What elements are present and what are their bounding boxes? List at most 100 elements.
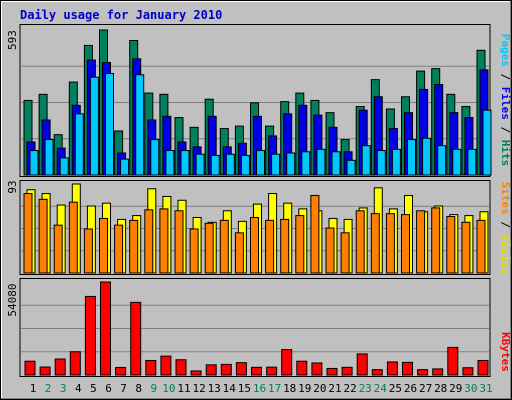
bar-pages-day-17 (271, 153, 281, 176)
x-tick-label-day-19: 19 (298, 382, 311, 395)
x-tick-label-day-22: 22 (343, 382, 356, 395)
bar-pages-day-23 (361, 145, 371, 176)
bar-kbytes-day-1 (24, 360, 36, 376)
bar-sites-day-23 (355, 210, 365, 274)
bar-sites-day-11 (174, 210, 184, 274)
bar-sites-day-9 (144, 209, 154, 274)
legend-visits: Visits (499, 235, 512, 275)
hits-ymax-label: 593 (6, 30, 19, 50)
legend-hits: Hits (499, 140, 512, 167)
bar-kbytes-day-11 (175, 359, 187, 376)
bar-pages-day-31 (482, 109, 492, 176)
x-tick-label-day-5: 5 (90, 382, 97, 395)
bar-kbytes-day-6 (100, 281, 111, 376)
bar-kbytes-day-19 (296, 360, 308, 376)
bar-kbytes-day-25 (386, 361, 398, 376)
bar-kbytes-day-24 (371, 369, 383, 376)
x-tick-label-day-20: 20 (313, 382, 326, 395)
bar-pages-day-7 (120, 158, 130, 176)
bar-pages-day-14 (225, 153, 235, 176)
legend-sep-1: / (499, 67, 512, 87)
bar-sites-day-4 (68, 201, 78, 274)
bar-sites-day-16 (250, 216, 259, 274)
legend-sep-3: / (499, 215, 512, 235)
x-tick-label-day-16: 16 (253, 382, 266, 395)
bar-pages-day-24 (376, 150, 386, 176)
bar-pages-day-4 (74, 113, 84, 176)
bar-kbytes-day-5 (84, 295, 96, 376)
x-tick-label-day-13: 13 (208, 382, 221, 395)
legend-kbytes: KBytes (499, 332, 512, 372)
x-tick-label-day-8: 8 (135, 382, 142, 395)
bar-pages-day-10 (165, 150, 175, 176)
bar-pages-day-27 (422, 137, 432, 176)
bar-kbytes-day-4 (69, 351, 81, 376)
bar-kbytes-day-10 (160, 355, 172, 376)
bar-pages-day-9 (150, 139, 160, 176)
bar-sites-day-22 (340, 232, 350, 274)
bar-kbytes-day-29 (447, 346, 459, 376)
bar-pages-day-11 (180, 150, 190, 176)
bar-pages-day-30 (467, 148, 477, 176)
bar-kbytes-day-12 (190, 370, 202, 376)
bar-kbytes-day-31 (477, 359, 489, 376)
bar-kbytes-day-22 (341, 366, 353, 376)
bar-pages-day-25 (391, 148, 401, 176)
bar-sites-day-26 (401, 214, 410, 274)
bar-pages-day-5 (89, 76, 99, 176)
bar-kbytes-day-18 (281, 349, 293, 376)
bar-sites-day-10 (159, 208, 169, 274)
bar-sites-day-5 (83, 228, 93, 274)
x-tick-label-day-6: 6 (105, 382, 112, 395)
bar-pages-day-2 (44, 139, 54, 176)
bar-pages-day-8 (135, 74, 145, 176)
bar-kbytes-day-9 (145, 359, 157, 376)
x-tick-label-day-10: 10 (162, 382, 175, 395)
legend-sep-2: / (499, 120, 512, 140)
bar-pages-day-20 (316, 148, 326, 176)
bar-sites-day-19 (295, 215, 305, 274)
bars-layer (23, 29, 492, 376)
x-tick-label-day-4: 4 (75, 382, 82, 395)
bar-kbytes-day-20 (311, 362, 323, 376)
visits-panel-legend: Sites / Visits (499, 182, 512, 275)
bar-sites-day-15 (234, 232, 244, 274)
hits-panel-legend: Pages / Files / Hits (499, 34, 512, 167)
bar-kbytes-day-3 (54, 358, 66, 376)
bar-pages-day-26 (407, 139, 416, 176)
x-tick-label-day-2: 2 (45, 382, 52, 395)
x-tick-label-day-30: 30 (464, 382, 477, 395)
bar-sites-day-8 (129, 219, 139, 274)
bar-pages-day-6 (105, 73, 114, 176)
x-tick-label-day-25: 25 (389, 382, 402, 395)
bar-pages-day-1 (29, 150, 39, 176)
kbytes-ymax-label: 54080 (6, 283, 19, 316)
x-tick-label-day-11: 11 (177, 382, 190, 395)
bar-sites-day-3 (53, 224, 63, 274)
bar-kbytes-day-21 (326, 367, 338, 376)
x-tick-label-day-14: 14 (223, 382, 237, 395)
legend-sites: Sites (499, 182, 512, 215)
bar-kbytes-day-26 (402, 361, 413, 376)
bar-kbytes-day-30 (462, 367, 474, 376)
bar-kbytes-day-16 (251, 366, 262, 376)
chart-title: Daily usage for January 2010 (20, 8, 222, 22)
bar-pages-day-16 (256, 150, 265, 176)
bar-pages-day-29 (452, 148, 462, 176)
bar-sites-day-24 (370, 213, 380, 274)
bar-pages-day-21 (331, 151, 341, 176)
bar-sites-day-14 (219, 219, 229, 274)
bar-kbytes-day-2 (39, 366, 51, 376)
bar-pages-day-22 (346, 159, 356, 176)
bar-kbytes-day-23 (356, 353, 368, 376)
bar-sites-day-6 (99, 217, 108, 274)
bar-sites-day-2 (38, 198, 48, 274)
x-tick-label-day-15: 15 (238, 382, 251, 395)
bar-kbytes-day-27 (417, 369, 429, 376)
visits-ymax-label: 93 (6, 180, 19, 193)
bar-kbytes-day-14 (220, 363, 232, 376)
bar-pages-day-19 (301, 151, 311, 176)
bar-sites-day-29 (446, 216, 456, 274)
bar-kbytes-day-17 (266, 366, 278, 376)
